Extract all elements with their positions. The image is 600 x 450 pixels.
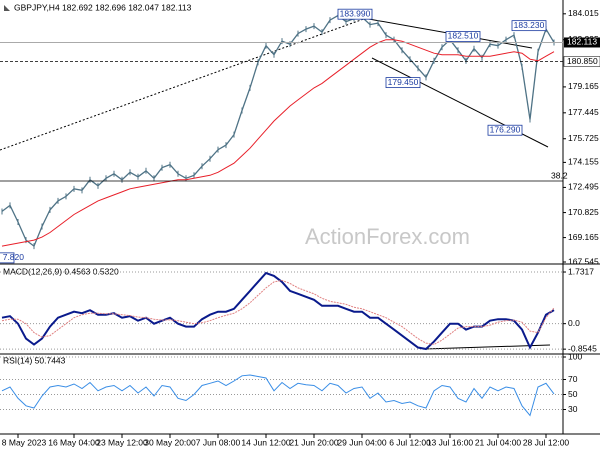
x-tick-label: 13 Jul 16:00	[427, 437, 474, 447]
chart-title: GBPJPY,H4 182.692 182.696 182.047 182.11…	[14, 2, 192, 12]
annotation-box	[487, 124, 523, 136]
y-tick-label: 100	[568, 351, 582, 361]
current-box	[564, 37, 600, 48]
y-tick-label: 70	[568, 374, 578, 384]
annotation-box	[385, 77, 421, 89]
level-label: 38.2	[551, 170, 568, 180]
macd-title: MACD(12,26,9) 0.4563 0.5320	[3, 266, 119, 276]
y-tick-label: 184.015	[568, 8, 599, 18]
x-tick-label: 8 May 2023	[2, 437, 47, 447]
y-tick-label: 179.165	[568, 81, 599, 91]
annotation-label: 7.820	[3, 252, 25, 262]
annotation-label: 183.990	[340, 8, 371, 18]
y-tick-label: -0.8545	[568, 343, 597, 353]
x-tick-label: 23 May 12:00	[96, 437, 148, 447]
y-tick-label: 172.495	[568, 182, 599, 192]
x-tick-label: 14 Jun 12:00	[241, 437, 290, 447]
x-tick-label: 21 Jul 04:00	[475, 437, 522, 447]
y-tick-label: 167.545	[568, 256, 599, 266]
title-icon	[4, 5, 10, 11]
annotation-box	[445, 31, 481, 42]
indicator-line	[1, 271, 555, 351]
annotation-label: 176.290	[490, 124, 521, 134]
y-tick-label: 50	[568, 389, 578, 399]
indicator-line	[1, 374, 555, 417]
level-box	[563, 56, 600, 67]
y-tick-label: 1.7317	[568, 266, 594, 276]
y-tick-label: 169.165	[568, 232, 599, 242]
y-tick-label: 0.0	[568, 318, 580, 328]
y-tick-label: 170.825	[568, 207, 599, 217]
x-tick-label: 30 May 20:00	[144, 437, 196, 447]
annotation-label: 182.510	[448, 31, 479, 41]
rsi-title: RSI(14) 50.7443	[3, 355, 66, 365]
y-tick-label: 177.445	[568, 107, 599, 117]
level-label: 180.850	[567, 56, 598, 66]
y-tick-label: 30	[568, 404, 578, 414]
x-tick-label: 28 Jul 12:00	[523, 437, 570, 447]
annotation-label: 179.450	[388, 77, 419, 87]
y-tick-label: 174.155	[568, 157, 599, 167]
watermark: ActionForex.com	[305, 224, 470, 249]
x-tick-label: 29 Jun 04:00	[337, 437, 386, 447]
indicator-line	[1, 279, 555, 346]
annotation-box	[337, 8, 373, 20]
current-label: 182.113	[567, 37, 597, 47]
x-tick-label: 7 Jun 08:00	[196, 437, 241, 447]
x-tick-label: 16 May 04:00	[48, 437, 100, 447]
indicator-line	[1, 39, 555, 247]
y-tick-label: 175.725	[568, 133, 599, 143]
x-tick-label: 6 Jul 12:00	[389, 437, 431, 447]
annotation-box	[0, 252, 15, 264]
x-tick-label: 21 Jun 20:00	[289, 437, 338, 447]
annotation-box	[511, 20, 547, 32]
annotation-label: 183.230	[514, 20, 545, 30]
trendline	[0, 15, 373, 151]
